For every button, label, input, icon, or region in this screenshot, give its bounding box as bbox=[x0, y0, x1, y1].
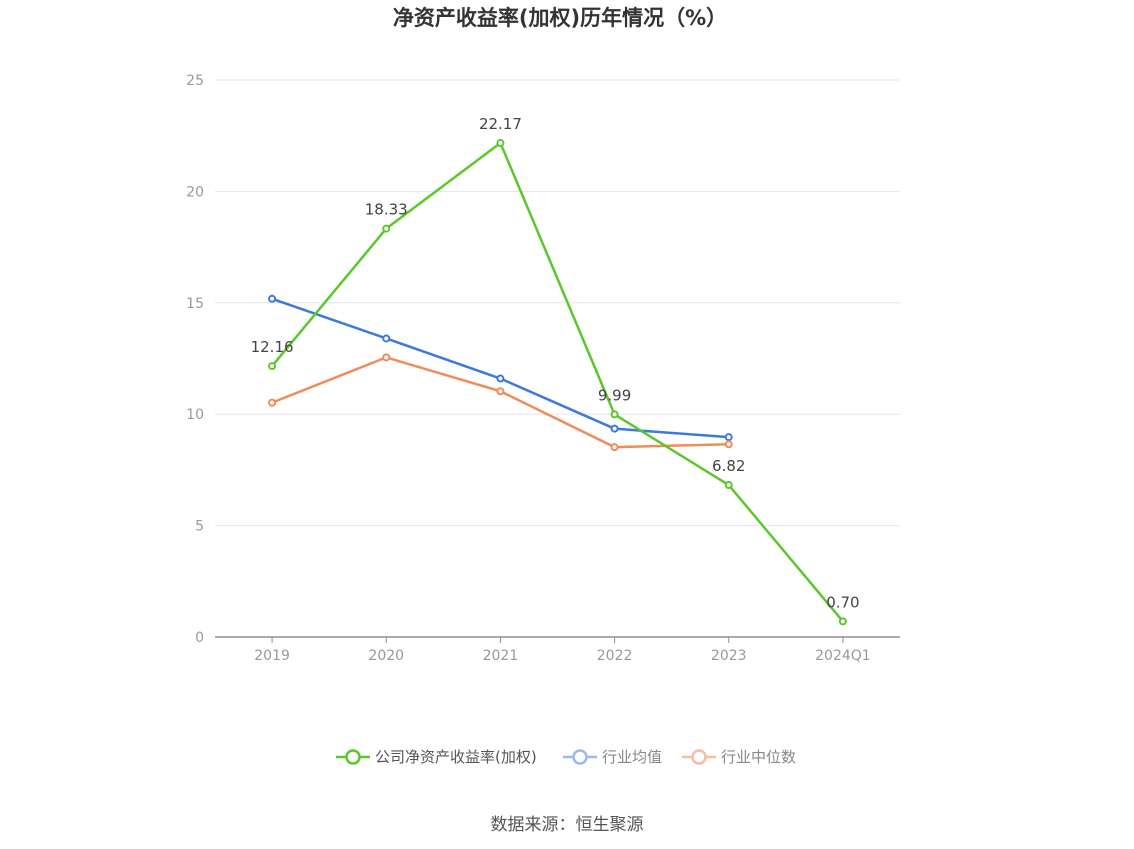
series-line bbox=[271, 141, 844, 623]
x-tick-label: 2024Q1 bbox=[815, 648, 871, 664]
data-point bbox=[724, 440, 733, 449]
data-label: 9.99 bbox=[598, 386, 631, 404]
data-source-note: 数据来源：恒生聚源 bbox=[491, 815, 644, 835]
grid-lines bbox=[215, 79, 900, 527]
x-tick-label: 2021 bbox=[483, 648, 519, 664]
series-lines bbox=[268, 139, 847, 626]
x-tick-label: 2019 bbox=[254, 648, 290, 664]
series-line bbox=[271, 356, 729, 449]
x-tick-label: 2022 bbox=[597, 648, 633, 664]
data-label: 12.16 bbox=[251, 338, 294, 356]
data-point bbox=[496, 387, 505, 396]
y-axis-ticks: 0 5 10 15 20 25 bbox=[186, 73, 204, 646]
legend-marker bbox=[345, 749, 361, 765]
data-point bbox=[838, 617, 847, 626]
data-point bbox=[268, 362, 277, 371]
data-point bbox=[496, 374, 505, 383]
data-point bbox=[610, 443, 619, 452]
data-point bbox=[382, 353, 391, 362]
data-point bbox=[268, 294, 277, 303]
data-point bbox=[724, 481, 733, 490]
data-point bbox=[724, 433, 733, 442]
y-tick-label: 20 bbox=[186, 184, 204, 200]
data-point bbox=[382, 224, 391, 233]
series-line bbox=[271, 297, 729, 439]
data-label: 18.33 bbox=[365, 201, 408, 219]
y-tick-label: 25 bbox=[186, 73, 204, 89]
y-tick-label: 10 bbox=[186, 407, 204, 423]
x-axis: 2019 2020 2021 2022 2023 2024Q1 bbox=[215, 636, 900, 664]
y-tick-label: 0 bbox=[195, 630, 204, 646]
data-point bbox=[382, 334, 391, 343]
y-tick-label: 5 bbox=[195, 519, 204, 535]
legend-marker bbox=[691, 749, 707, 765]
y-tick-label: 15 bbox=[186, 296, 204, 312]
legend-label: 行业均值 bbox=[602, 748, 662, 766]
x-tick-label: 2020 bbox=[368, 648, 404, 664]
legend-label: 行业中位数 bbox=[721, 748, 796, 766]
data-label: 0.70 bbox=[826, 593, 859, 611]
data-point bbox=[268, 398, 277, 407]
data-label: 6.82 bbox=[712, 457, 745, 475]
data-point bbox=[610, 410, 619, 419]
x-tick-label: 2023 bbox=[711, 648, 747, 664]
legend-marker bbox=[572, 749, 588, 765]
chart-title: 净资产收益率(加权)历年情况（%） bbox=[393, 6, 727, 30]
data-label: 22.17 bbox=[479, 115, 522, 133]
data-point bbox=[610, 424, 619, 433]
data-point bbox=[496, 139, 505, 148]
data-labels: 12.16 18.33 22.17 9.99 6.82 0.70 bbox=[251, 115, 860, 611]
legend-label: 公司净资产收益率(加权) bbox=[375, 748, 537, 766]
legend: 公司净资产收益率(加权) 行业均值 行业中位数 bbox=[336, 748, 796, 766]
